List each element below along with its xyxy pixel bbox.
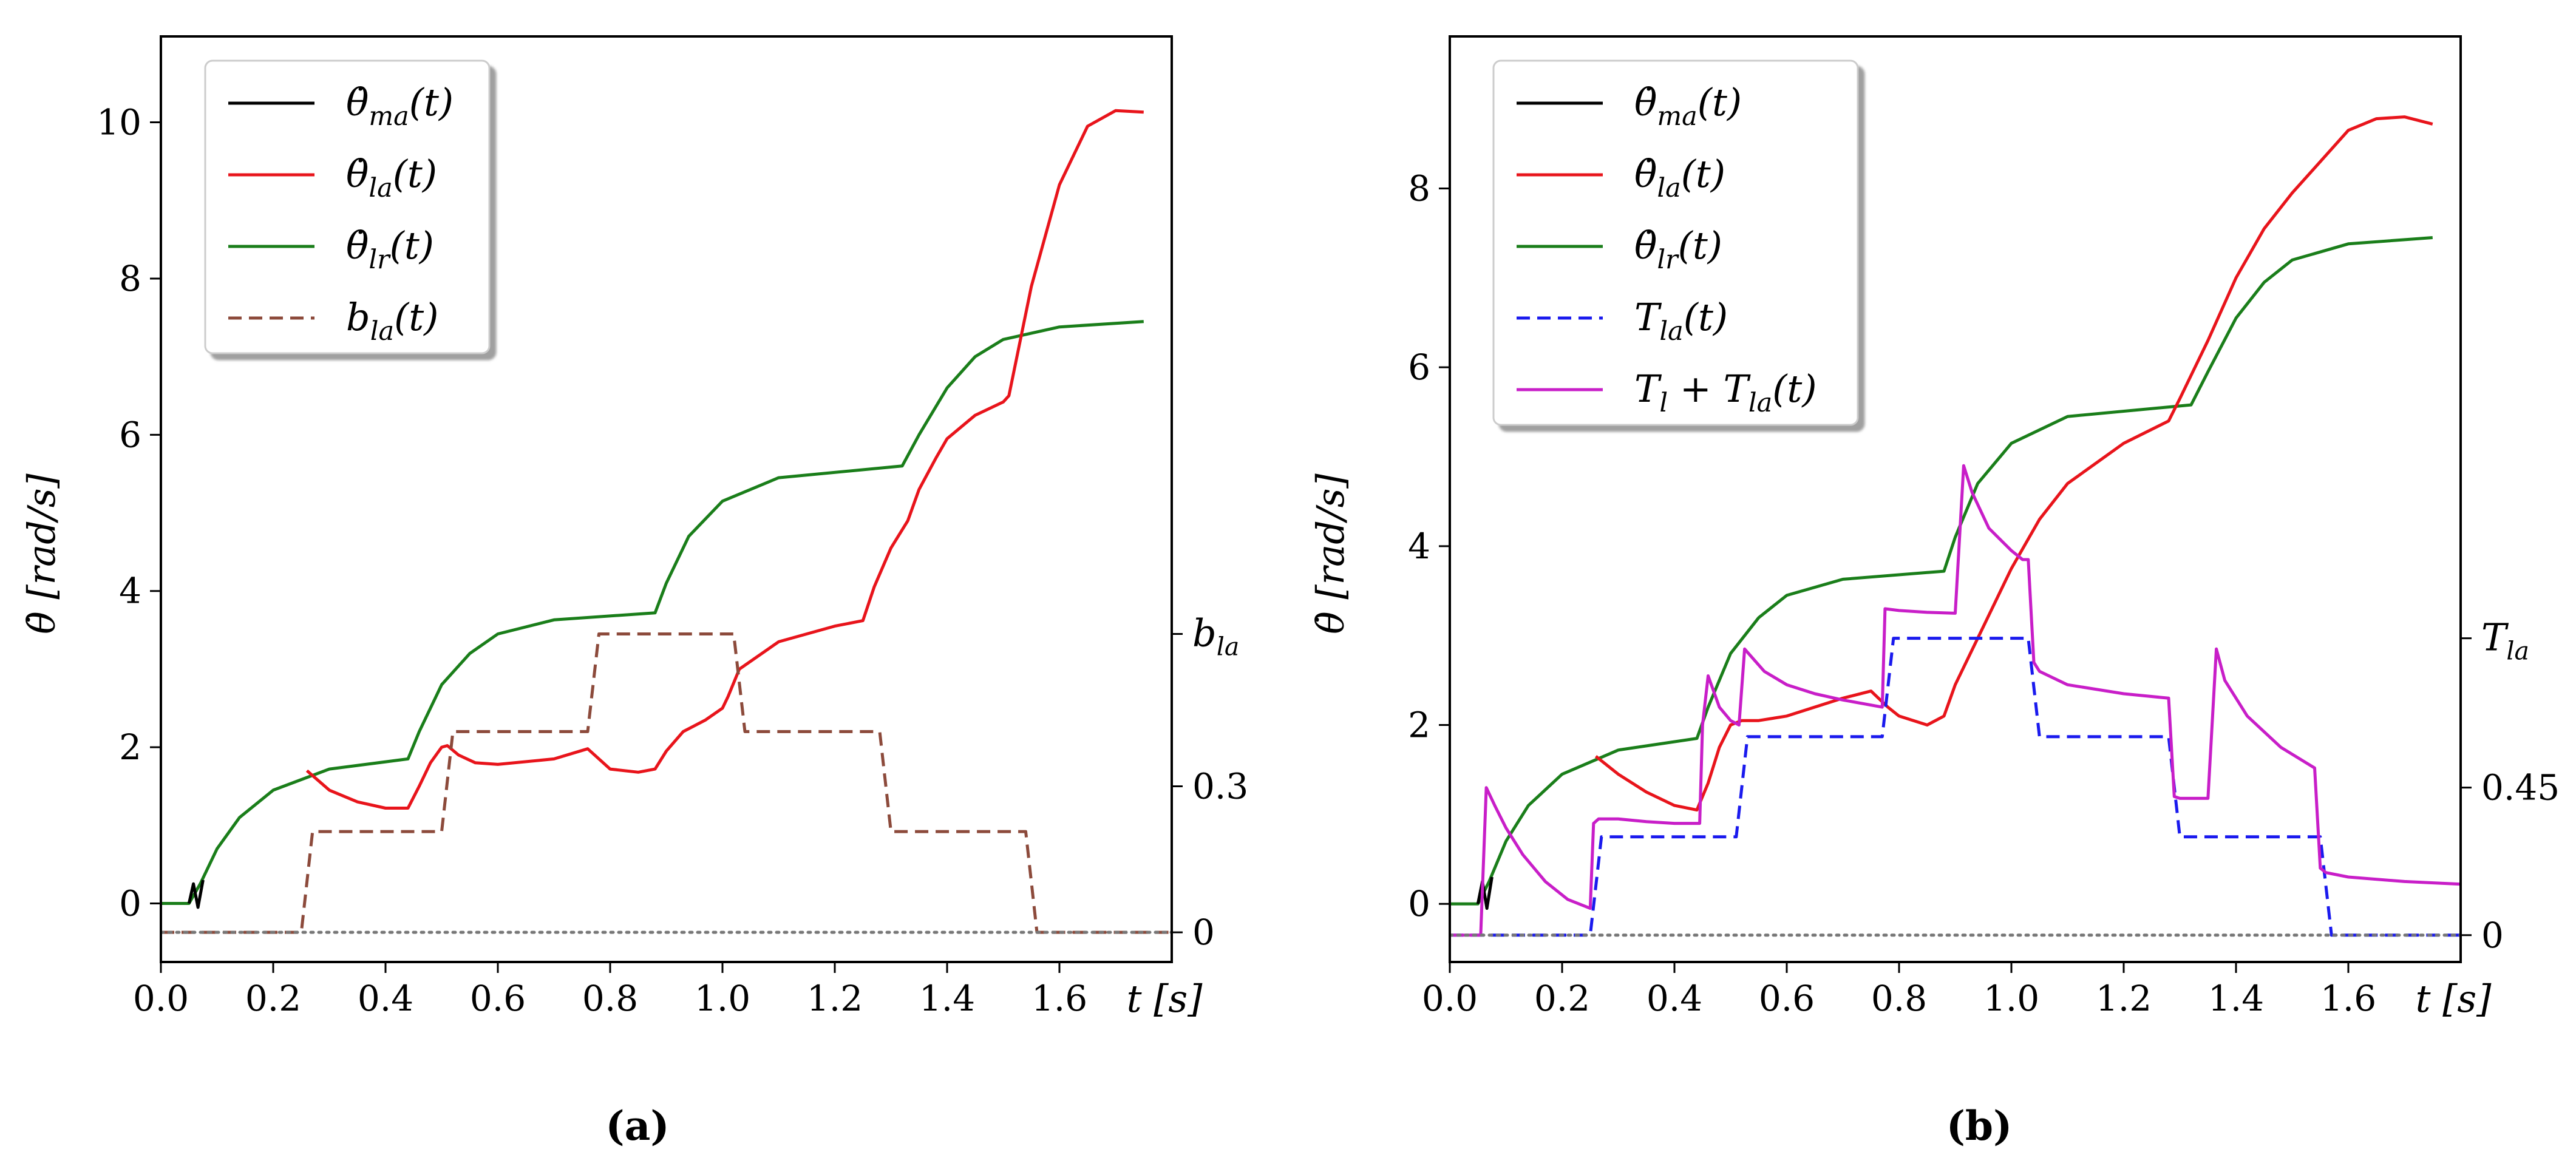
y-tick-label: 6 bbox=[119, 414, 141, 455]
right-tick-label: 0.45 bbox=[2481, 767, 2560, 808]
series-lr-t bbox=[1450, 236, 2433, 906]
legend-label-lr-t: θ̇lr​(t) bbox=[1634, 223, 1722, 275]
series-la-t bbox=[1594, 115, 2433, 811]
legend: θ̇ma​(t) θ̇la​(t) θ̇lr​(t) bla​(t) bbox=[204, 59, 491, 354]
x-tick-label: 0.8 bbox=[582, 978, 638, 1019]
y-tick-label: 8 bbox=[1408, 168, 1430, 209]
x-tick-label: 1.4 bbox=[919, 978, 975, 1019]
x-tick-label: 0.0 bbox=[1422, 978, 1478, 1019]
legend-box bbox=[1492, 59, 1859, 426]
y-tick-label: 10 bbox=[97, 102, 141, 143]
legend-label-la-t: θ̇la​(t) bbox=[1634, 152, 1725, 203]
legend-label-b-la-t: bla​(t) bbox=[346, 295, 438, 347]
series-la-t bbox=[305, 109, 1144, 810]
right-tick-label: 0.3 bbox=[1192, 765, 1248, 807]
y-tick-label: 6 bbox=[1408, 347, 1430, 388]
x-axis-label: t [s] bbox=[1127, 977, 1203, 1021]
x-tick-label: 1.0 bbox=[695, 978, 750, 1019]
right-tick-label: 0 bbox=[2481, 915, 2504, 956]
x-tick-label: 1.4 bbox=[2208, 978, 2264, 1019]
panel-caption: (a) bbox=[605, 1102, 669, 1150]
y-tick-label: 0 bbox=[119, 882, 141, 924]
y-tick-label: 2 bbox=[1408, 705, 1430, 746]
x-tick-label: 1.0 bbox=[1983, 978, 2039, 1019]
x-tick-label: 0.6 bbox=[1759, 978, 1815, 1019]
x-tick-label: 0.2 bbox=[1534, 978, 1590, 1019]
x-tick-label: 0.6 bbox=[470, 978, 526, 1019]
x-tick-label: 0.2 bbox=[245, 978, 301, 1019]
right-tick-label: bla​ bbox=[1192, 611, 1239, 661]
right-tick-label: 0 bbox=[1192, 912, 1215, 953]
plot-area bbox=[161, 109, 1172, 934]
series-t-la-t bbox=[1450, 637, 2461, 937]
legend-label-t-l-t-la-t: Tl​ + Tla​(t) bbox=[1634, 367, 1817, 418]
legend-label-t-la-t: Tla​(t) bbox=[1634, 295, 1728, 347]
axes-frame bbox=[1449, 35, 2462, 963]
plot-area bbox=[1450, 115, 2461, 937]
x-tick-label: 0.8 bbox=[1871, 978, 1927, 1019]
x-tick-label: 0.0 bbox=[133, 978, 189, 1019]
series-ma-t bbox=[187, 879, 205, 909]
y-axis-label: θ̇ [rad/s] bbox=[19, 473, 64, 634]
legend: θ̇ma​(t) θ̇la​(t) θ̇lr​(t) Tla​(t) Tl​ + Tla… bbox=[1492, 59, 1859, 426]
x-tick-label: 1.6 bbox=[1031, 978, 1087, 1019]
right-tick-label: Tla​ bbox=[2481, 615, 2529, 666]
series-lr-t bbox=[161, 320, 1144, 905]
y-axis-label: θ̇ [rad/s] bbox=[1308, 473, 1353, 634]
y-tick-label: 8 bbox=[119, 258, 141, 299]
x-tick-label: 1.6 bbox=[2320, 978, 2376, 1019]
x-tick-label: 1.2 bbox=[2096, 978, 2152, 1019]
x-tick-label: 0.4 bbox=[358, 978, 413, 1019]
x-tick-label: 1.2 bbox=[807, 978, 863, 1019]
panel-a: 0.0 0.2 0.4 0.6 0.8 1.0 1.2 1.4 1.6 t [s] 0 2 4 6 8 10 θ… bbox=[19, 35, 1248, 1150]
panel-caption: (b) bbox=[1946, 1102, 2013, 1150]
y-tick-label: 0 bbox=[1408, 883, 1430, 924]
axes-frame bbox=[160, 35, 1173, 963]
legend-label-la-t: θ̇la​(t) bbox=[346, 152, 437, 203]
series-ma-t bbox=[1476, 876, 1494, 910]
y-tick-label: 2 bbox=[119, 727, 141, 768]
legend-label-ma-t: θ̇ma​(t) bbox=[346, 80, 454, 132]
series-b-la-t bbox=[161, 632, 1172, 934]
y-tick-label: 4 bbox=[1408, 526, 1430, 567]
legend-box bbox=[204, 59, 491, 354]
y-tick-label: 4 bbox=[119, 571, 141, 612]
x-axis-label: t [s] bbox=[2416, 977, 2492, 1021]
legend-label-lr-t: θ̇lr​(t) bbox=[346, 223, 434, 275]
series-t-l-t-la-t bbox=[1450, 464, 2461, 937]
legend-label-ma-t: θ̇ma​(t) bbox=[1634, 80, 1742, 132]
panel-b: 0.0 0.2 0.4 0.6 0.8 1.0 1.2 1.4 1.6 t [s] 0 2 4 6 8 θ̇ … bbox=[1308, 35, 2560, 1150]
x-tick-label: 0.4 bbox=[1647, 978, 1702, 1019]
